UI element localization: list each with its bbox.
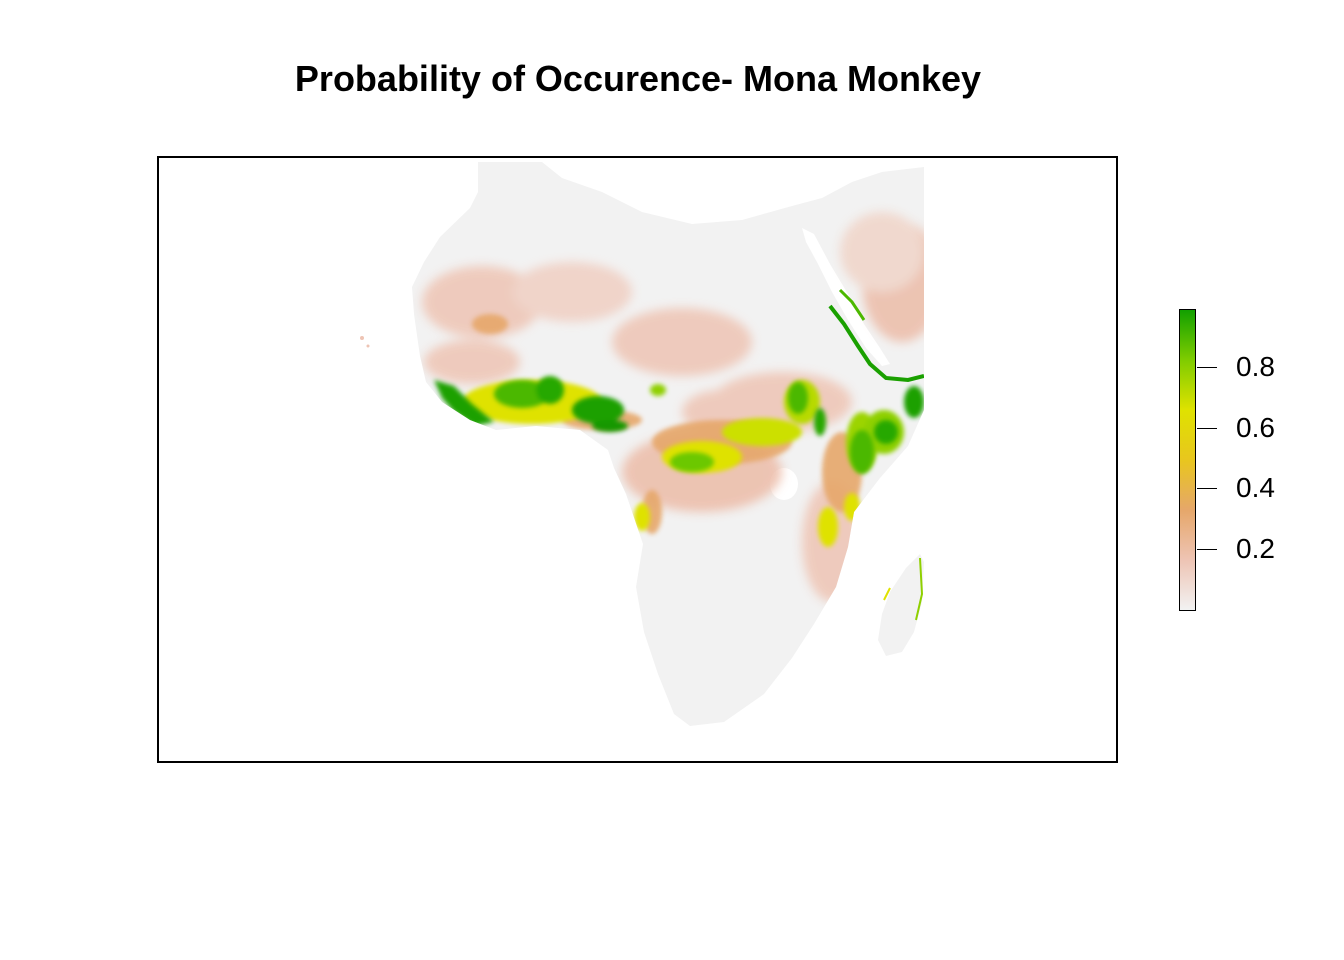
mediterranean-sea bbox=[478, 160, 924, 224]
map-panel bbox=[157, 156, 1118, 763]
madagascar bbox=[878, 554, 924, 656]
legend-tick bbox=[1197, 367, 1217, 369]
islands bbox=[360, 336, 364, 340]
probability-raster bbox=[422, 212, 924, 602]
legend-colorbar bbox=[1179, 309, 1196, 611]
legend-tick-label: 0.2 bbox=[1236, 532, 1275, 564]
legend-tick bbox=[1197, 427, 1217, 429]
island bbox=[366, 344, 370, 348]
legend-tick-label: 0.8 bbox=[1236, 351, 1275, 383]
africa-probability-map bbox=[360, 160, 924, 726]
legend-tick-label: 0.4 bbox=[1236, 472, 1275, 504]
plot-title: Probability of Occurence- Mona Monkey bbox=[294, 58, 982, 99]
legend-tick bbox=[1197, 488, 1217, 490]
legend-tick-label: 0.6 bbox=[1236, 411, 1275, 443]
legend-tick bbox=[1197, 548, 1217, 550]
